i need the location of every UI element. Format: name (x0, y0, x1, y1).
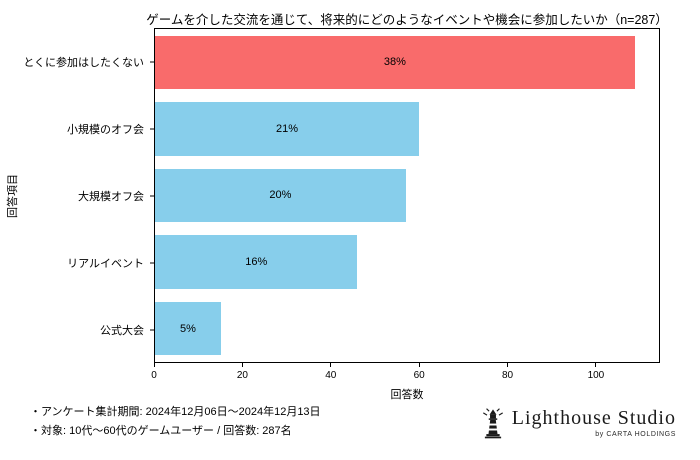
x-tick-mark (241, 363, 243, 367)
survey-period-note: ・アンケート集計期間: 2024年12月06日〜2024年12月13日 (30, 406, 321, 418)
x-tick-mark (507, 363, 509, 367)
x-axis-label: 回答数 (390, 389, 424, 401)
bar-percent-label: 20% (269, 189, 292, 202)
y-tick-mark (150, 128, 154, 129)
brand-byline: by CARTA HOLDINGS (595, 431, 676, 438)
x-tick-mark (418, 363, 420, 367)
bar-0: 38% (155, 35, 635, 89)
x-tick-label: 40 (325, 370, 337, 381)
x-tick-mark (595, 363, 597, 367)
x-tick-label: 60 (413, 370, 425, 381)
x-tick-label: 100 (587, 370, 605, 381)
y-tick-mark (150, 329, 154, 330)
bar-percent-label: 16% (245, 256, 268, 269)
y-tick-label: リアルイベント (67, 257, 144, 270)
x-tick-label: 20 (236, 370, 248, 381)
x-tick-labels: 0 20 40 60 80 100 (151, 363, 660, 385)
brand-text: Lighthouse Studio by CARTA HOLDINGS (512, 405, 676, 438)
bar-percent-label: 5% (180, 322, 196, 335)
chart-title: ゲームを介した交流を通じて、将来的にどのようなイベントや機会に参加したいか（n=… (146, 13, 668, 27)
bar-4: 5% (155, 302, 222, 356)
bar-percent-label: 38% (383, 56, 406, 69)
x-tick-mark (153, 363, 155, 367)
bar-1: 21% (155, 102, 420, 156)
x-tick-label: 0 (151, 370, 157, 381)
survey-target-note: ・対象: 10代〜60代のゲームユーザー / 回答数: 287名 (30, 425, 292, 437)
brand-name: Lighthouse Studio (511, 407, 676, 429)
lighthouse-icon (481, 405, 505, 446)
x-tick-label: 80 (501, 370, 514, 381)
bar-percent-label: 21% (276, 122, 299, 135)
x-tick-mark (330, 363, 332, 367)
bar-3: 16% (155, 235, 358, 289)
y-tick-label: 大規模オフ会 (78, 190, 144, 203)
y-tick-labels: とくに参加はしたくない小規模のオフ会大規模オフ会リアルイベント公式大会 (0, 28, 154, 363)
y-tick-label: 小規模のオフ会 (67, 123, 144, 136)
y-tick-label: とくに参加はしたくない (23, 56, 144, 69)
y-tick-mark (150, 61, 154, 62)
bar-2: 20% (155, 168, 406, 223)
survey-notes: ・アンケート集計期間: 2024年12月06日〜2024年12月13日 ・対象:… (30, 403, 321, 441)
brand-logo: Lighthouse Studio by CARTA HOLDINGS (481, 405, 676, 446)
y-tick-label: 公式大会 (100, 324, 144, 337)
y-tick-mark (150, 262, 154, 263)
plot-area: 38% 21% 20% 16% 5% (154, 28, 660, 363)
y-tick-mark (150, 195, 154, 196)
